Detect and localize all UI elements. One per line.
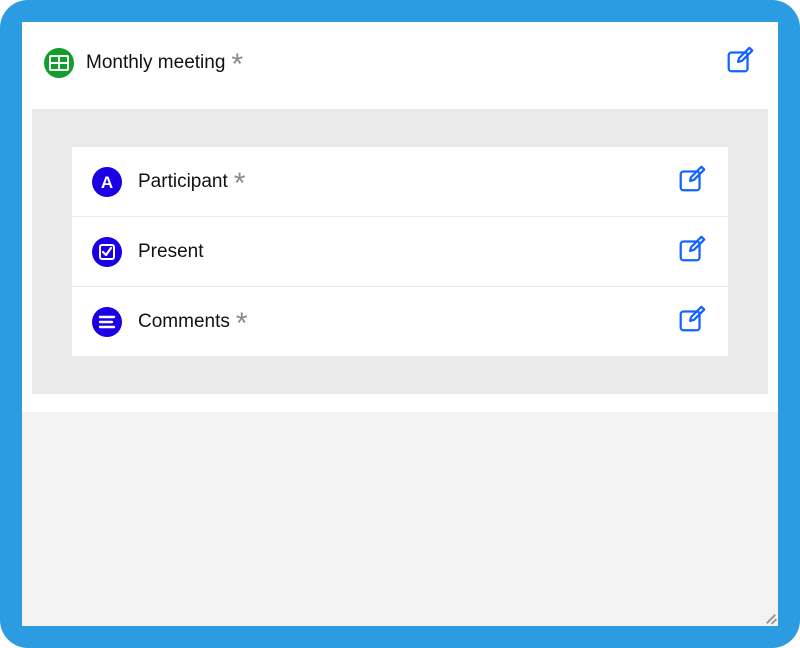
app-frame: Monthly meeting * Participant * [0,0,800,648]
letter-a-icon [92,167,122,197]
edit-icon [676,163,708,195]
fields-section: Participant * Present [32,109,768,394]
edit-form-button[interactable] [724,44,756,81]
resize-handle-icon[interactable] [762,610,776,624]
field-row-participant: Participant * [72,147,728,216]
edit-icon [724,44,756,76]
field-row-comments: Comments * [72,286,728,356]
field-label: Comments [138,311,230,333]
checkbox-icon [92,237,122,267]
edit-field-button[interactable] [676,233,708,270]
edit-icon [676,303,708,335]
field-row-present: Present [72,216,728,286]
edit-field-button[interactable] [676,303,708,340]
field-label: Present [138,241,203,263]
form-title: Monthly meeting [86,52,225,74]
field-label: Participant [138,171,228,193]
table-icon [44,48,74,78]
edit-icon [676,233,708,265]
form-panel: Monthly meeting * Participant * [22,22,778,412]
edit-field-button[interactable] [676,163,708,200]
text-lines-icon [92,307,122,337]
empty-area [22,412,778,626]
field-list: Participant * Present [72,147,728,356]
form-header-row: Monthly meeting * [32,38,768,109]
